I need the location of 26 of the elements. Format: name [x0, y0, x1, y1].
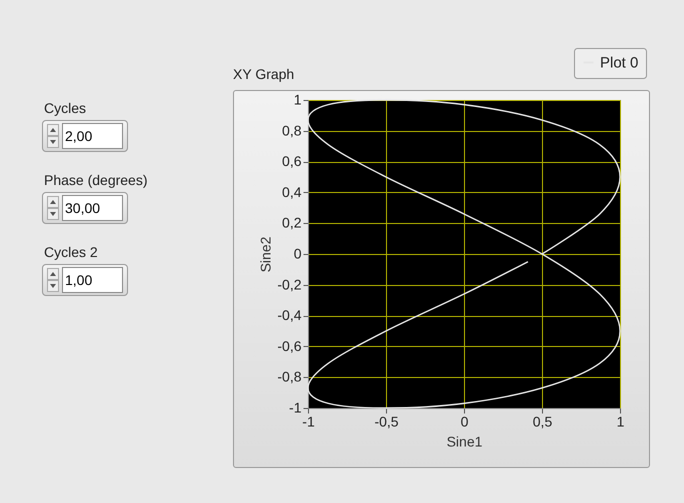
y-tick-label: -1: [289, 400, 302, 416]
x-axis-title: Sine1: [446, 434, 483, 450]
y-tick-label: 0,4: [282, 184, 302, 200]
y-axis-title: Sine2: [257, 236, 274, 272]
line-series: [307, 99, 621, 409]
text: 30,00: [62, 195, 123, 221]
x-tick-label: 0: [460, 414, 469, 430]
x-tick-label: 1: [616, 414, 625, 430]
text: Cycles: [44, 100, 88, 116]
text: Cycles 2: [44, 244, 99, 260]
y-tick-label: -0,6: [277, 338, 302, 354]
text: Phase (degrees): [44, 172, 149, 188]
y-tick-label: 0: [294, 246, 302, 262]
x-tick-label: -0,5: [374, 414, 399, 430]
y-tick-label: 0,8: [282, 122, 302, 138]
y-tick-label: -0,4: [277, 307, 302, 324]
y-tick-label: 1: [294, 92, 302, 108]
y-tick-label: 0,2: [282, 214, 302, 231]
text: 1,00: [62, 267, 123, 293]
legend-label: Plot 0: [600, 54, 638, 72]
y-tick-label: 0,6: [282, 153, 302, 170]
y-tick-label: -0,8: [277, 368, 302, 385]
text: 2,00: [62, 123, 123, 149]
chart-title: XY Graph: [233, 66, 294, 82]
y-tick-label: -0,2: [277, 276, 302, 292]
x-tick-label: 0,5: [532, 414, 552, 430]
